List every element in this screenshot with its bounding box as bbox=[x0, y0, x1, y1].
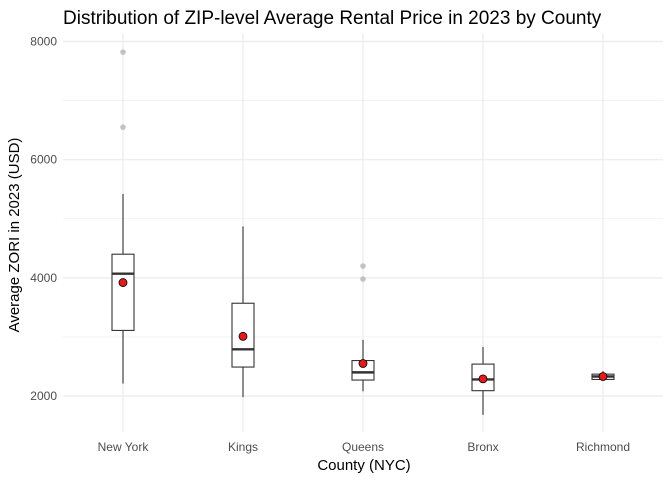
box-bronx bbox=[471, 346, 495, 415]
box-new-york bbox=[111, 49, 135, 384]
outlier-point bbox=[120, 124, 126, 130]
x-axis-title: County (NYC) bbox=[317, 457, 410, 474]
y-tick-label: 4000 bbox=[30, 271, 57, 285]
chart-title: Distribution of ZIP-level Average Rental… bbox=[63, 8, 602, 29]
box-richmond bbox=[591, 371, 615, 381]
mean-point bbox=[478, 374, 488, 384]
iqr-box bbox=[111, 253, 135, 331]
mean-point bbox=[238, 331, 248, 341]
x-tick-label: Queens bbox=[342, 440, 384, 454]
y-axis-title: Average ZORI in 2023 (USD) bbox=[6, 138, 23, 333]
x-tick-label: Bronx bbox=[467, 440, 498, 454]
y-tick-label: 6000 bbox=[30, 153, 57, 167]
y-tick-label: 8000 bbox=[30, 35, 57, 49]
x-tick-label: Kings bbox=[228, 440, 258, 454]
mean-point bbox=[118, 278, 128, 287]
outlier-point bbox=[360, 276, 366, 282]
box-queens bbox=[351, 263, 375, 392]
x-tick-label: Richmond bbox=[576, 440, 630, 454]
x-tick-labels: New York Kings Queens Bronx Richmond bbox=[98, 440, 630, 454]
y-tick-label: 2000 bbox=[30, 389, 57, 403]
box-kings bbox=[231, 226, 255, 398]
outlier-point bbox=[120, 49, 126, 55]
outlier-point bbox=[360, 263, 366, 269]
y-tick-labels: 2000 4000 6000 8000 bbox=[30, 35, 57, 403]
x-tick-label: New York bbox=[98, 440, 150, 454]
box-group bbox=[111, 49, 615, 415]
mean-point bbox=[598, 372, 608, 381]
mean-point bbox=[358, 359, 368, 368]
